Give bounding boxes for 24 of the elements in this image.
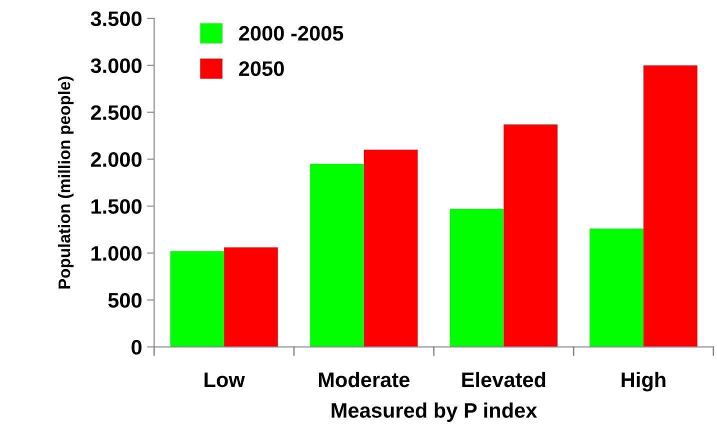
legend-label: 2050 — [239, 61, 284, 76]
y-tick-label: 1.500 — [92, 199, 142, 214]
y-tick-label: 3.500 — [90, 11, 142, 26]
y-axis-title: Population (million people) — [58, 76, 74, 288]
y-tick-label: 2.000 — [90, 152, 142, 167]
bar — [224, 247, 278, 347]
x-tick-label: Elevated — [462, 372, 546, 388]
bar — [364, 150, 418, 347]
x-tick-label: Low — [204, 372, 245, 388]
bar — [450, 208, 504, 347]
bar — [590, 228, 644, 347]
bar — [504, 124, 558, 347]
y-tick-label: 1.000 — [92, 246, 142, 261]
y-tick-label: 2.500 — [90, 105, 142, 120]
x-tick-label: High — [622, 372, 666, 392]
bar — [644, 65, 698, 347]
y-tick-label: 500 — [108, 292, 142, 308]
legend-label: 2000 -2005 — [239, 26, 344, 41]
bar — [170, 251, 224, 347]
x-tick-label: Moderate — [318, 372, 410, 388]
y-tick-label: 3.000 — [90, 58, 142, 74]
bar — [310, 164, 364, 347]
y-tick-label: 0 — [132, 340, 142, 355]
x-axis-title: Measured by P index — [332, 402, 538, 422]
